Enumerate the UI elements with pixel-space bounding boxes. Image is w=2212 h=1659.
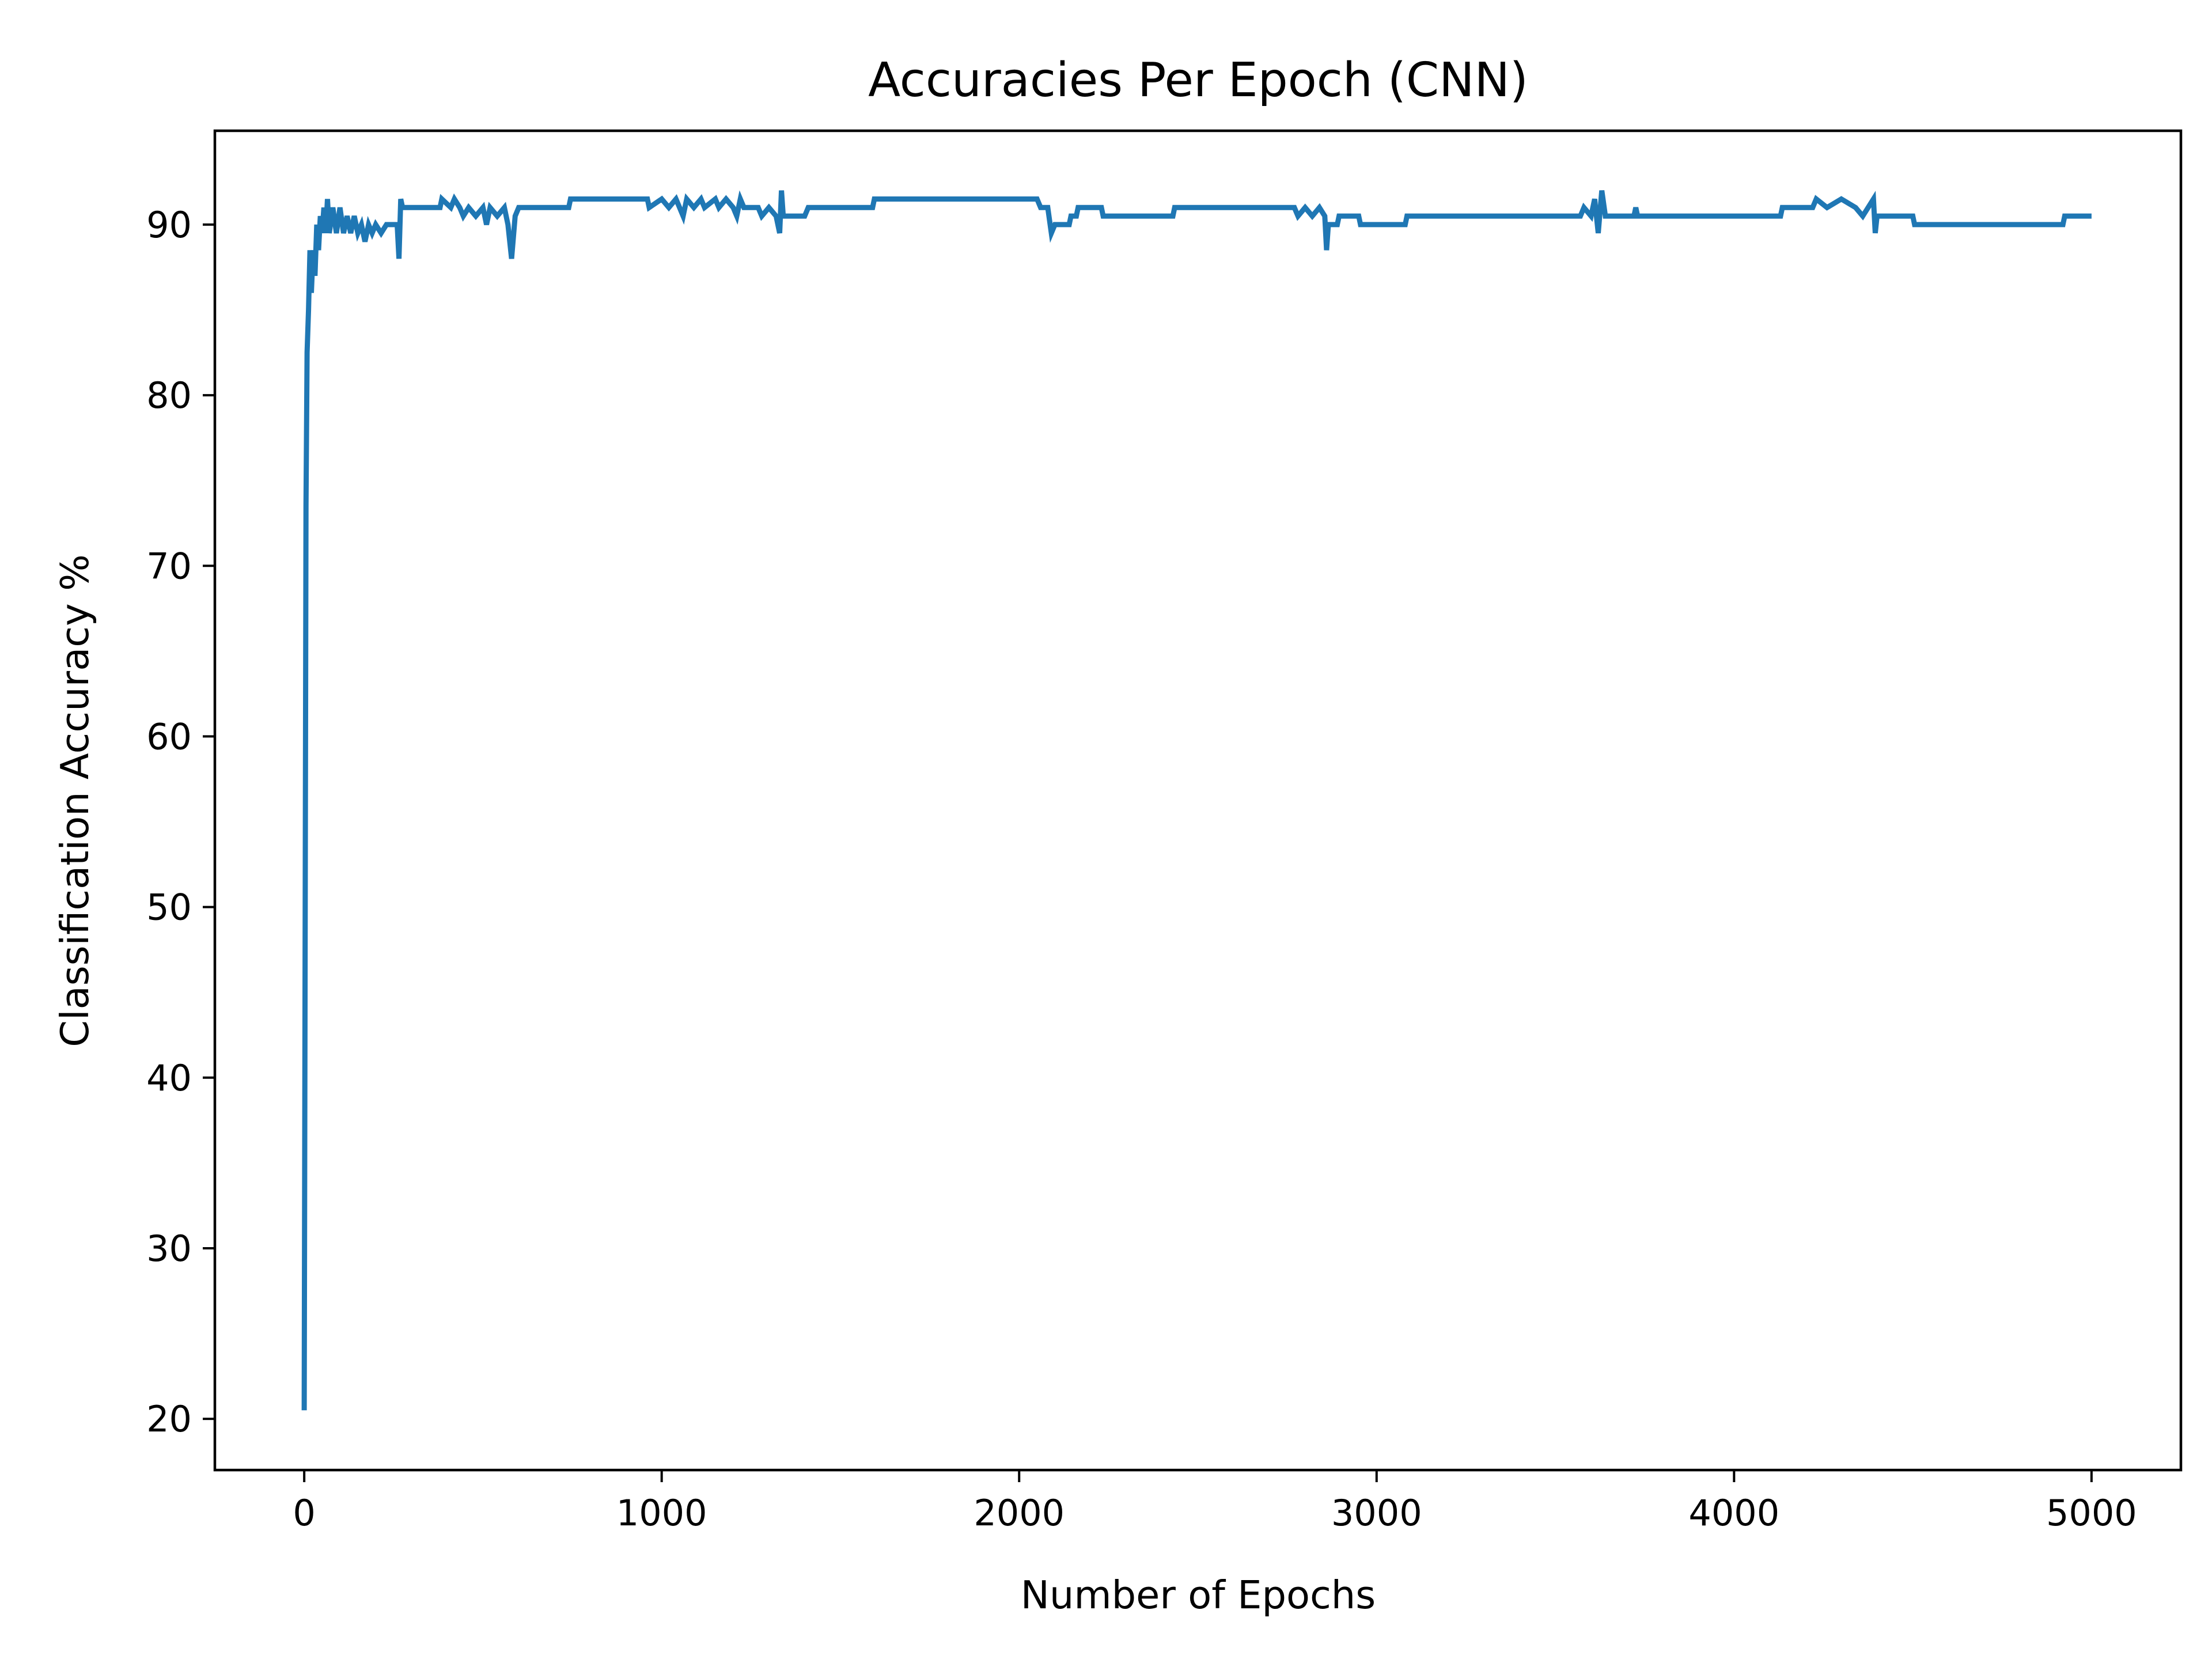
y-axis: 20 30 40 50 60 70 80 90 (146, 204, 215, 1440)
x-tick-label: 0 (293, 1492, 315, 1534)
plot-frame (213, 129, 2183, 1472)
chart-title: Accuracies Per Epoch (CNN) (868, 53, 1528, 108)
x-tick-label: 3000 (1331, 1492, 1422, 1534)
y-tick-label: 70 (146, 545, 192, 587)
y-axis-label: Classification Accuracy % (52, 554, 97, 1047)
y-tick-label: 30 (146, 1228, 192, 1270)
y-tick-label: 90 (146, 204, 192, 246)
y-tick-label: 20 (146, 1398, 192, 1440)
x-axis: 0 1000 2000 3000 4000 5000 (293, 1470, 2137, 1534)
accuracy-series-line (301, 190, 2092, 1411)
y-tick-label: 50 (146, 887, 192, 929)
y-tick-label: 80 (146, 374, 192, 416)
x-tick-label: 4000 (1688, 1492, 1779, 1534)
y-tick-label: 60 (146, 715, 192, 757)
x-tick-label: 2000 (974, 1492, 1065, 1534)
y-tick-label: 40 (146, 1057, 192, 1099)
x-axis-label: Number of Epochs (1021, 1573, 1376, 1618)
x-tick-label: 1000 (616, 1492, 707, 1534)
plot-series-layer (301, 190, 2092, 1411)
x-tick-label: 5000 (2046, 1492, 2137, 1534)
